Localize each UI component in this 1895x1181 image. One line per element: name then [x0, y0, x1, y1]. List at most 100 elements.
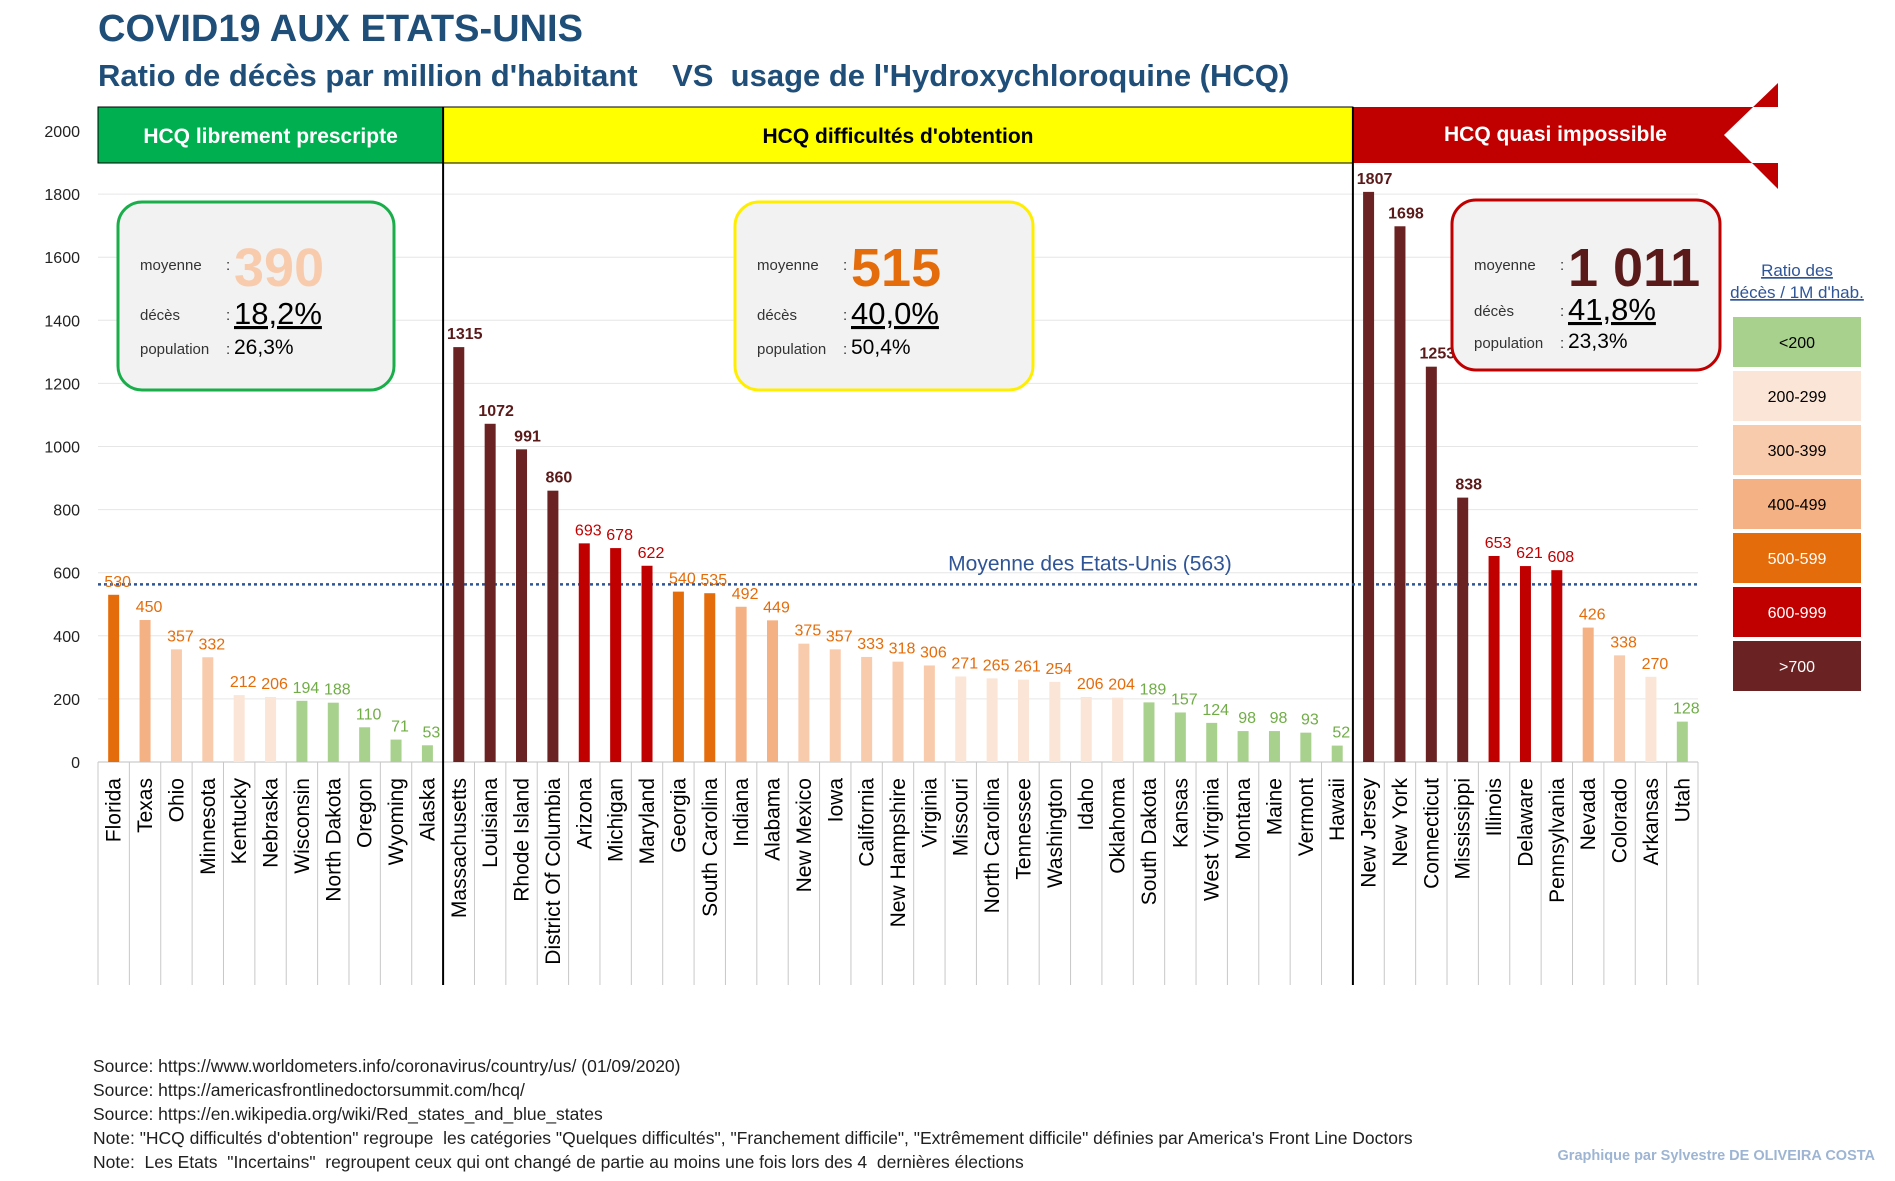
- x-category-label: Idaho: [1075, 778, 1098, 831]
- bar: [1049, 681, 1061, 762]
- mean-line-label: Moyenne des Etats-Unis (563): [948, 552, 1232, 575]
- x-category-label: Pennsylvania: [1546, 778, 1569, 903]
- bar: [923, 665, 935, 762]
- group-header-label: HCQ librement prescripte: [143, 125, 397, 148]
- bar: [861, 656, 873, 762]
- bar: [829, 649, 841, 762]
- bar: [1237, 731, 1249, 762]
- x-category-label: District Of Columbia: [542, 778, 565, 965]
- legend-item-label: 600-999: [1768, 605, 1827, 622]
- bar-value-label: 333: [857, 636, 884, 653]
- x-category-label: Maryland: [636, 778, 659, 864]
- bar-value-label: 53: [423, 724, 441, 741]
- x-category-label: New Mexico: [793, 778, 816, 892]
- bar: [1331, 745, 1343, 762]
- bar: [390, 739, 402, 762]
- group-header-label: HCQ quasi impossible: [1444, 123, 1667, 146]
- x-category-label: Michigan: [605, 778, 628, 862]
- bar: [484, 423, 496, 762]
- legend-title: décès / 1M d'hab.: [1730, 283, 1864, 302]
- stats-box: [733, 200, 1035, 392]
- bar: [704, 593, 716, 762]
- bar: [265, 697, 277, 762]
- bar-value-label: 450: [136, 599, 163, 616]
- note-line-2: Note: Les Etats "Incertains" regroupent …: [93, 1152, 1024, 1172]
- stats-colon: :: [843, 341, 847, 358]
- bar-value-label: 124: [1202, 702, 1229, 719]
- bar-value-label: 212: [230, 674, 257, 691]
- bar-value-label: 98: [1270, 710, 1288, 727]
- legend-swatch: [1733, 479, 1861, 529]
- bar: [1394, 226, 1406, 762]
- x-category-label: North Dakota: [322, 778, 345, 902]
- x-category-label: Arkansas: [1640, 778, 1663, 866]
- x-category-label: Tennessee: [1012, 778, 1035, 880]
- bar: [516, 449, 528, 762]
- bar-value-label: 608: [1547, 549, 1574, 566]
- bar-value-label: 622: [638, 545, 665, 562]
- x-category-label: Mississippi: [1452, 778, 1475, 880]
- x-category-label: California: [856, 778, 879, 867]
- stats-deaths-label: décès: [1474, 303, 1514, 320]
- x-category-label: Montana: [1232, 778, 1255, 860]
- legend-swatch: [1733, 371, 1861, 421]
- x-category-label: Rhode Island: [511, 778, 534, 902]
- bar: [892, 661, 904, 762]
- x-category-label: New Jersey: [1358, 778, 1381, 888]
- legend-item-label: 300-399: [1768, 443, 1827, 460]
- y-tick-label: 1200: [44, 376, 80, 393]
- x-category-label: Washington: [1044, 778, 1067, 888]
- x-category-label: Wisconsin: [291, 778, 314, 874]
- bar: [1080, 697, 1092, 762]
- bar-value-label: 991: [514, 428, 541, 445]
- bar: [767, 620, 779, 762]
- bar: [578, 543, 590, 762]
- bar-value-label: 1315: [447, 326, 483, 343]
- bar: [108, 594, 120, 762]
- bar: [359, 727, 371, 762]
- stats-deaths-value: 40,0%: [851, 296, 939, 331]
- bar-value-label: 194: [293, 680, 320, 697]
- bar: [1300, 732, 1312, 762]
- bar: [641, 565, 653, 762]
- bar-value-label: 357: [167, 628, 194, 645]
- y-tick-label: 600: [53, 566, 80, 583]
- x-category-label: North Carolina: [981, 778, 1004, 914]
- note-line-1: Note: "HCQ difficultés d'obtention" regr…: [93, 1128, 1413, 1148]
- legend-swatch: [1733, 587, 1861, 637]
- bar-value-label: 157: [1171, 691, 1198, 708]
- y-tick-label: 1000: [44, 440, 80, 457]
- bar: [798, 643, 810, 762]
- stats-mean-label: moyenne: [1474, 257, 1536, 274]
- x-category-label: Louisiana: [479, 778, 502, 868]
- bar-value-label: 261: [1014, 659, 1041, 676]
- bar: [1614, 655, 1626, 762]
- y-tick-label: 400: [53, 629, 80, 646]
- x-category-label: Arizona: [573, 778, 596, 850]
- stats-deaths-label: décès: [140, 307, 180, 324]
- bar: [955, 676, 967, 762]
- legend-title: Ratio des: [1761, 261, 1833, 280]
- bar-value-label: 270: [1642, 656, 1669, 673]
- bar: [1425, 366, 1437, 762]
- legend-item-label: 500-599: [1768, 551, 1827, 568]
- y-tick-label: 800: [53, 503, 80, 520]
- bar-value-label: 110: [356, 706, 382, 723]
- x-category-label: Missouri: [950, 778, 973, 856]
- x-category-label: Maine: [1263, 778, 1286, 835]
- bar: [1206, 722, 1218, 762]
- bar: [1268, 731, 1280, 762]
- bar-value-label: 838: [1455, 477, 1482, 494]
- x-category-label: Wyoming: [385, 778, 408, 865]
- bar-value-label: 71: [391, 719, 409, 736]
- bar-value-label: 189: [1140, 681, 1167, 698]
- bar-value-label: 306: [920, 644, 947, 661]
- bar: [672, 591, 684, 762]
- x-category-label: New Hampshire: [887, 778, 910, 927]
- x-category-label: New York: [1389, 778, 1412, 867]
- x-category-label: Ohio: [165, 778, 188, 822]
- stats-pop-label: population: [1474, 335, 1543, 352]
- x-category-label: Iowa: [824, 778, 847, 823]
- bar: [1017, 679, 1029, 762]
- bar-value-label: 271: [951, 655, 978, 672]
